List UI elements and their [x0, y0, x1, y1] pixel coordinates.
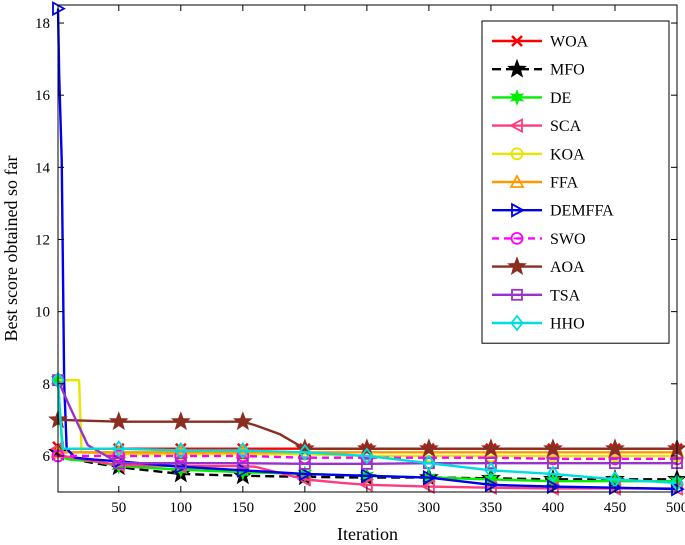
legend-label: DE: [550, 90, 571, 107]
legend-label: AOA: [550, 259, 585, 276]
series-line-tsa: [56, 379, 677, 466]
legend-label: HHO: [550, 316, 585, 333]
legend-marker: [511, 35, 523, 47]
data-point-marker: [298, 466, 313, 482]
data-point-marker: [236, 442, 250, 459]
series-line-swo: [58, 454, 677, 461]
legend-item: TSA: [492, 287, 581, 304]
x-tick-label: 100: [170, 500, 193, 516]
legend-marker: [510, 147, 524, 161]
y-tick-label: 18: [35, 16, 50, 32]
data-point-marker: [174, 442, 188, 459]
legend-item: AOA: [492, 256, 585, 276]
y-tick-label: 16: [35, 88, 51, 104]
y-tick-label: 8: [43, 377, 51, 393]
data-point-marker: [605, 438, 625, 458]
legend-item: KOA: [492, 146, 585, 163]
series-tsa: [52, 374, 683, 470]
legend-label: KOA: [550, 146, 585, 163]
legend-marker: [509, 118, 523, 134]
series-line-hho: [56, 380, 678, 485]
y-tick-label: 6: [43, 449, 51, 465]
data-point-marker: [423, 470, 437, 486]
series-line-demffa: [56, 8, 678, 491]
data-point-marker: [546, 465, 560, 483]
data-point-marker: [296, 471, 311, 487]
data-point-marker: [485, 457, 497, 470]
legend-label: SCA: [550, 118, 582, 135]
x-axis-label: Iteration: [337, 524, 398, 544]
series-aoa: [48, 409, 685, 458]
x-tick-label: 500: [666, 500, 685, 516]
data-point-marker: [360, 447, 374, 465]
x-tick-label: 200: [294, 500, 317, 516]
data-point-marker: [481, 438, 501, 458]
legend-label: DEMFFA: [550, 203, 614, 220]
data-point-marker: [235, 463, 251, 481]
data-point-marker: [360, 468, 375, 484]
legend-label: FFA: [550, 175, 579, 192]
legend-marker: [507, 58, 527, 78]
legend-item: FFA: [492, 174, 579, 192]
legend-item: SWO: [492, 231, 586, 248]
legend-marker: [509, 174, 525, 188]
legend-label: TSA: [550, 287, 581, 304]
legend-marker: [511, 202, 525, 218]
data-point-marker: [112, 457, 125, 470]
legend-item: MFO: [492, 58, 585, 79]
legend-item: HHO: [492, 314, 585, 333]
legend-label: MFO: [550, 62, 585, 79]
data-point-marker: [422, 454, 436, 472]
series-line-sca: [57, 448, 677, 490]
x-tick-label: 350: [480, 500, 503, 516]
legend-marker: [510, 314, 524, 332]
y-tick-label: 14: [35, 160, 51, 176]
data-point-marker: [298, 443, 312, 461]
legend-item: DE: [492, 88, 571, 107]
legend-label: SWO: [550, 231, 586, 248]
legend-item: WOA: [492, 34, 589, 51]
data-point-marker: [418, 438, 439, 458]
axis-ticks: 50 100 150 200 250 300 350 400 450 500 6 8 10 12 14 16 1…: [35, 5, 685, 516]
x-tick-label: 250: [356, 500, 379, 516]
legend-marker: [510, 231, 524, 245]
data-point-marker: [484, 461, 498, 479]
y-axis-label: Best score obtained so far: [1, 156, 21, 342]
axes-frame: [57, 4, 678, 493]
data-point-marker: [232, 411, 253, 431]
data-point-marker: [112, 440, 126, 458]
data-point-marker: [360, 457, 373, 470]
y-tick-label: 12: [35, 232, 50, 248]
x-tick-label: 150: [232, 500, 255, 516]
legend-label: WOA: [550, 34, 589, 51]
legend: WOA MFO DE SCA KOA FFA DEMFFA SWO AOA TSA HHO: [481, 20, 670, 344]
legend-item: DEMFFA: [492, 202, 614, 220]
legend-item: SCA: [492, 118, 582, 135]
data-point-marker: [170, 411, 191, 431]
data-point-marker: [108, 411, 129, 431]
x-tick-label: 400: [542, 500, 565, 516]
y-tick-label: 10: [35, 305, 50, 321]
x-tick-label: 450: [604, 500, 627, 516]
data-point-marker: [609, 457, 621, 470]
x-tick-label: 300: [418, 500, 441, 516]
data-point-marker: [543, 438, 563, 458]
legend-marker: [511, 288, 523, 301]
legend-marker: [507, 256, 527, 276]
plot-area: [48, 1, 685, 497]
legend-marker: [509, 88, 525, 106]
series-line-koa: [58, 378, 677, 458]
x-tick-label: 50: [111, 500, 126, 516]
